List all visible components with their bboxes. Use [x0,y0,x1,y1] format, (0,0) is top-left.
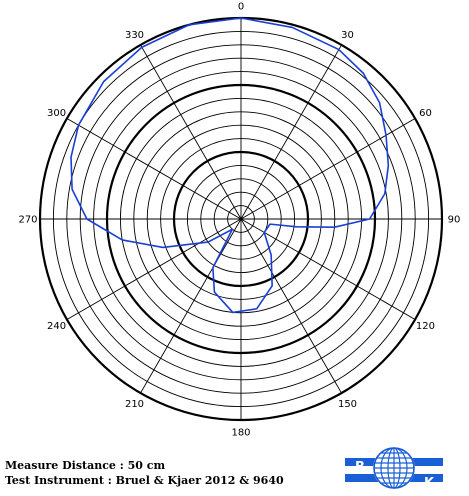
spoke-60 [240,118,416,220]
polar-chart: 0 30 60 90 120 150 180 210 240 270 300 330 [18,2,460,439]
series-point [384,193,386,195]
series-point [263,231,265,233]
angle-label-240: 240 [47,321,66,332]
series-point [291,26,293,29]
globe-icon [373,447,415,489]
angle-label-300: 300 [47,108,66,119]
series-group [70,17,390,314]
series-point [333,226,336,228]
polar-grid [38,16,444,422]
angle-label-270: 270 [18,215,37,226]
angle-label-330: 330 [125,30,144,41]
angle-label-30: 30 [341,30,354,41]
series-point [141,46,143,48]
spoke-300 [66,118,242,220]
angle-label-0: 0 [238,2,244,13]
logo-letter-b: B [355,460,365,475]
series-point [162,246,164,249]
series-point [240,17,242,19]
series-point [269,223,271,225]
series-point [103,81,105,83]
series-point [121,239,123,241]
test-instrument-caption: Test Instrument : Bruel & Kjaer 2012 & 9… [5,474,284,487]
series-point [271,285,273,287]
series-point [296,226,298,228]
logo-letter-k: K [424,476,435,491]
series-point [362,72,364,74]
series-point [378,102,381,104]
angle-label-120: 120 [416,321,435,332]
series-point [369,218,371,220]
measure-distance-caption: Measure Distance : 50 cm [5,459,166,472]
series-point [188,24,190,26]
angle-label-210: 210 [125,399,144,410]
series-point [256,308,258,310]
spoke-150 [240,218,342,394]
series-point [231,228,233,230]
series-point [232,311,234,314]
angle-label-60: 60 [419,108,432,119]
series-point [77,124,80,126]
series-point [270,254,272,256]
series-point [212,267,214,269]
spoke-30 [240,44,342,220]
series-point [387,164,389,166]
angle-label-180: 180 [231,428,250,439]
series-point [338,48,340,51]
series-point [86,218,88,220]
series-point [70,156,72,158]
spoke-210 [140,218,242,394]
angle-label-90: 90 [448,215,461,226]
bk-logo: B K [345,447,443,491]
spoke-240 [66,218,242,320]
spoke-330 [140,44,242,220]
series-point [71,188,73,190]
spoke-120 [240,218,416,320]
angle-labels: 0 30 60 90 120 150 180 210 240 270 300 330 [18,2,460,439]
angle-label-150: 150 [338,399,357,410]
series-point [385,134,387,136]
series-point [213,291,216,293]
series-point [207,241,209,243]
